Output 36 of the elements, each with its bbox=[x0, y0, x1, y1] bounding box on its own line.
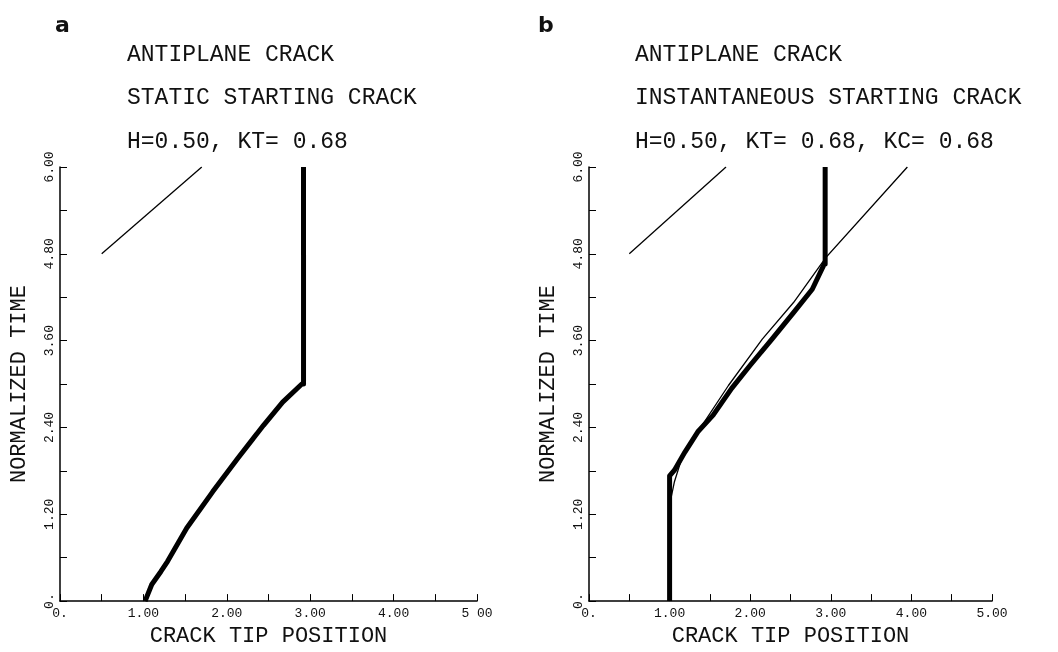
y-tick-label: 4.80 bbox=[571, 238, 586, 270]
x-tick-label: 4.00 bbox=[377, 606, 410, 622]
x-tick-label: 4.00 bbox=[895, 606, 928, 622]
chart-title: ANTIPLANE CRACK bbox=[635, 41, 843, 68]
y-tick-label: 4.80 bbox=[42, 238, 57, 270]
y-tick-label: 6.00 bbox=[42, 151, 57, 183]
y-tick-label: 3.60 bbox=[42, 325, 57, 357]
x-tick-label: 2.00 bbox=[211, 606, 243, 622]
text: a bbox=[55, 11, 70, 37]
x-tick-label: 0. bbox=[581, 606, 597, 622]
y-tick-label: 1.20 bbox=[571, 498, 586, 530]
chart-title: ANTIPLANE CRACK bbox=[127, 41, 335, 68]
y-tick-label: 2.40 bbox=[42, 411, 57, 444]
y-tick-label: 0. bbox=[42, 593, 57, 609]
chart-subtitle: INSTANTANEOUS STARTING CRACK bbox=[635, 84, 1022, 111]
y-tick-label: 1.20 bbox=[42, 498, 57, 530]
x-axis-title: CRACK TIP POSITION bbox=[671, 623, 910, 649]
chart-subtitle: STATIC STARTING CRACK bbox=[127, 84, 418, 111]
text: H=0.50, KT= 0.68 bbox=[127, 128, 348, 155]
y-tick-label: 6.00 bbox=[571, 151, 586, 183]
x-tick-label: 2.00 bbox=[734, 606, 766, 622]
text: H=0.50, KT= 0.68, KC= 0.68 bbox=[635, 128, 994, 155]
x-tick-label: 3.00 bbox=[815, 606, 847, 622]
x-tick-label: 3.00 bbox=[294, 606, 326, 622]
x-tick-label: 5.00 bbox=[976, 606, 1008, 622]
y-axis-title: NORMALIZED TIME bbox=[535, 285, 561, 484]
y-tick-label: 3.60 bbox=[571, 325, 586, 357]
y-axis-title: NORMALIZED TIME bbox=[6, 285, 32, 484]
x-tick-label: 1.00 bbox=[127, 606, 160, 622]
text: b bbox=[538, 11, 554, 37]
y-tick-label: 2.40 bbox=[571, 411, 586, 444]
y-tick-label: 0. bbox=[571, 593, 586, 609]
x-tick-label: 1.00 bbox=[653, 606, 686, 622]
x-tick-label: 5 00 bbox=[461, 606, 493, 622]
x-tick-label: 0. bbox=[52, 606, 68, 622]
x-axis-title: CRACK TIP POSITION bbox=[149, 623, 388, 649]
